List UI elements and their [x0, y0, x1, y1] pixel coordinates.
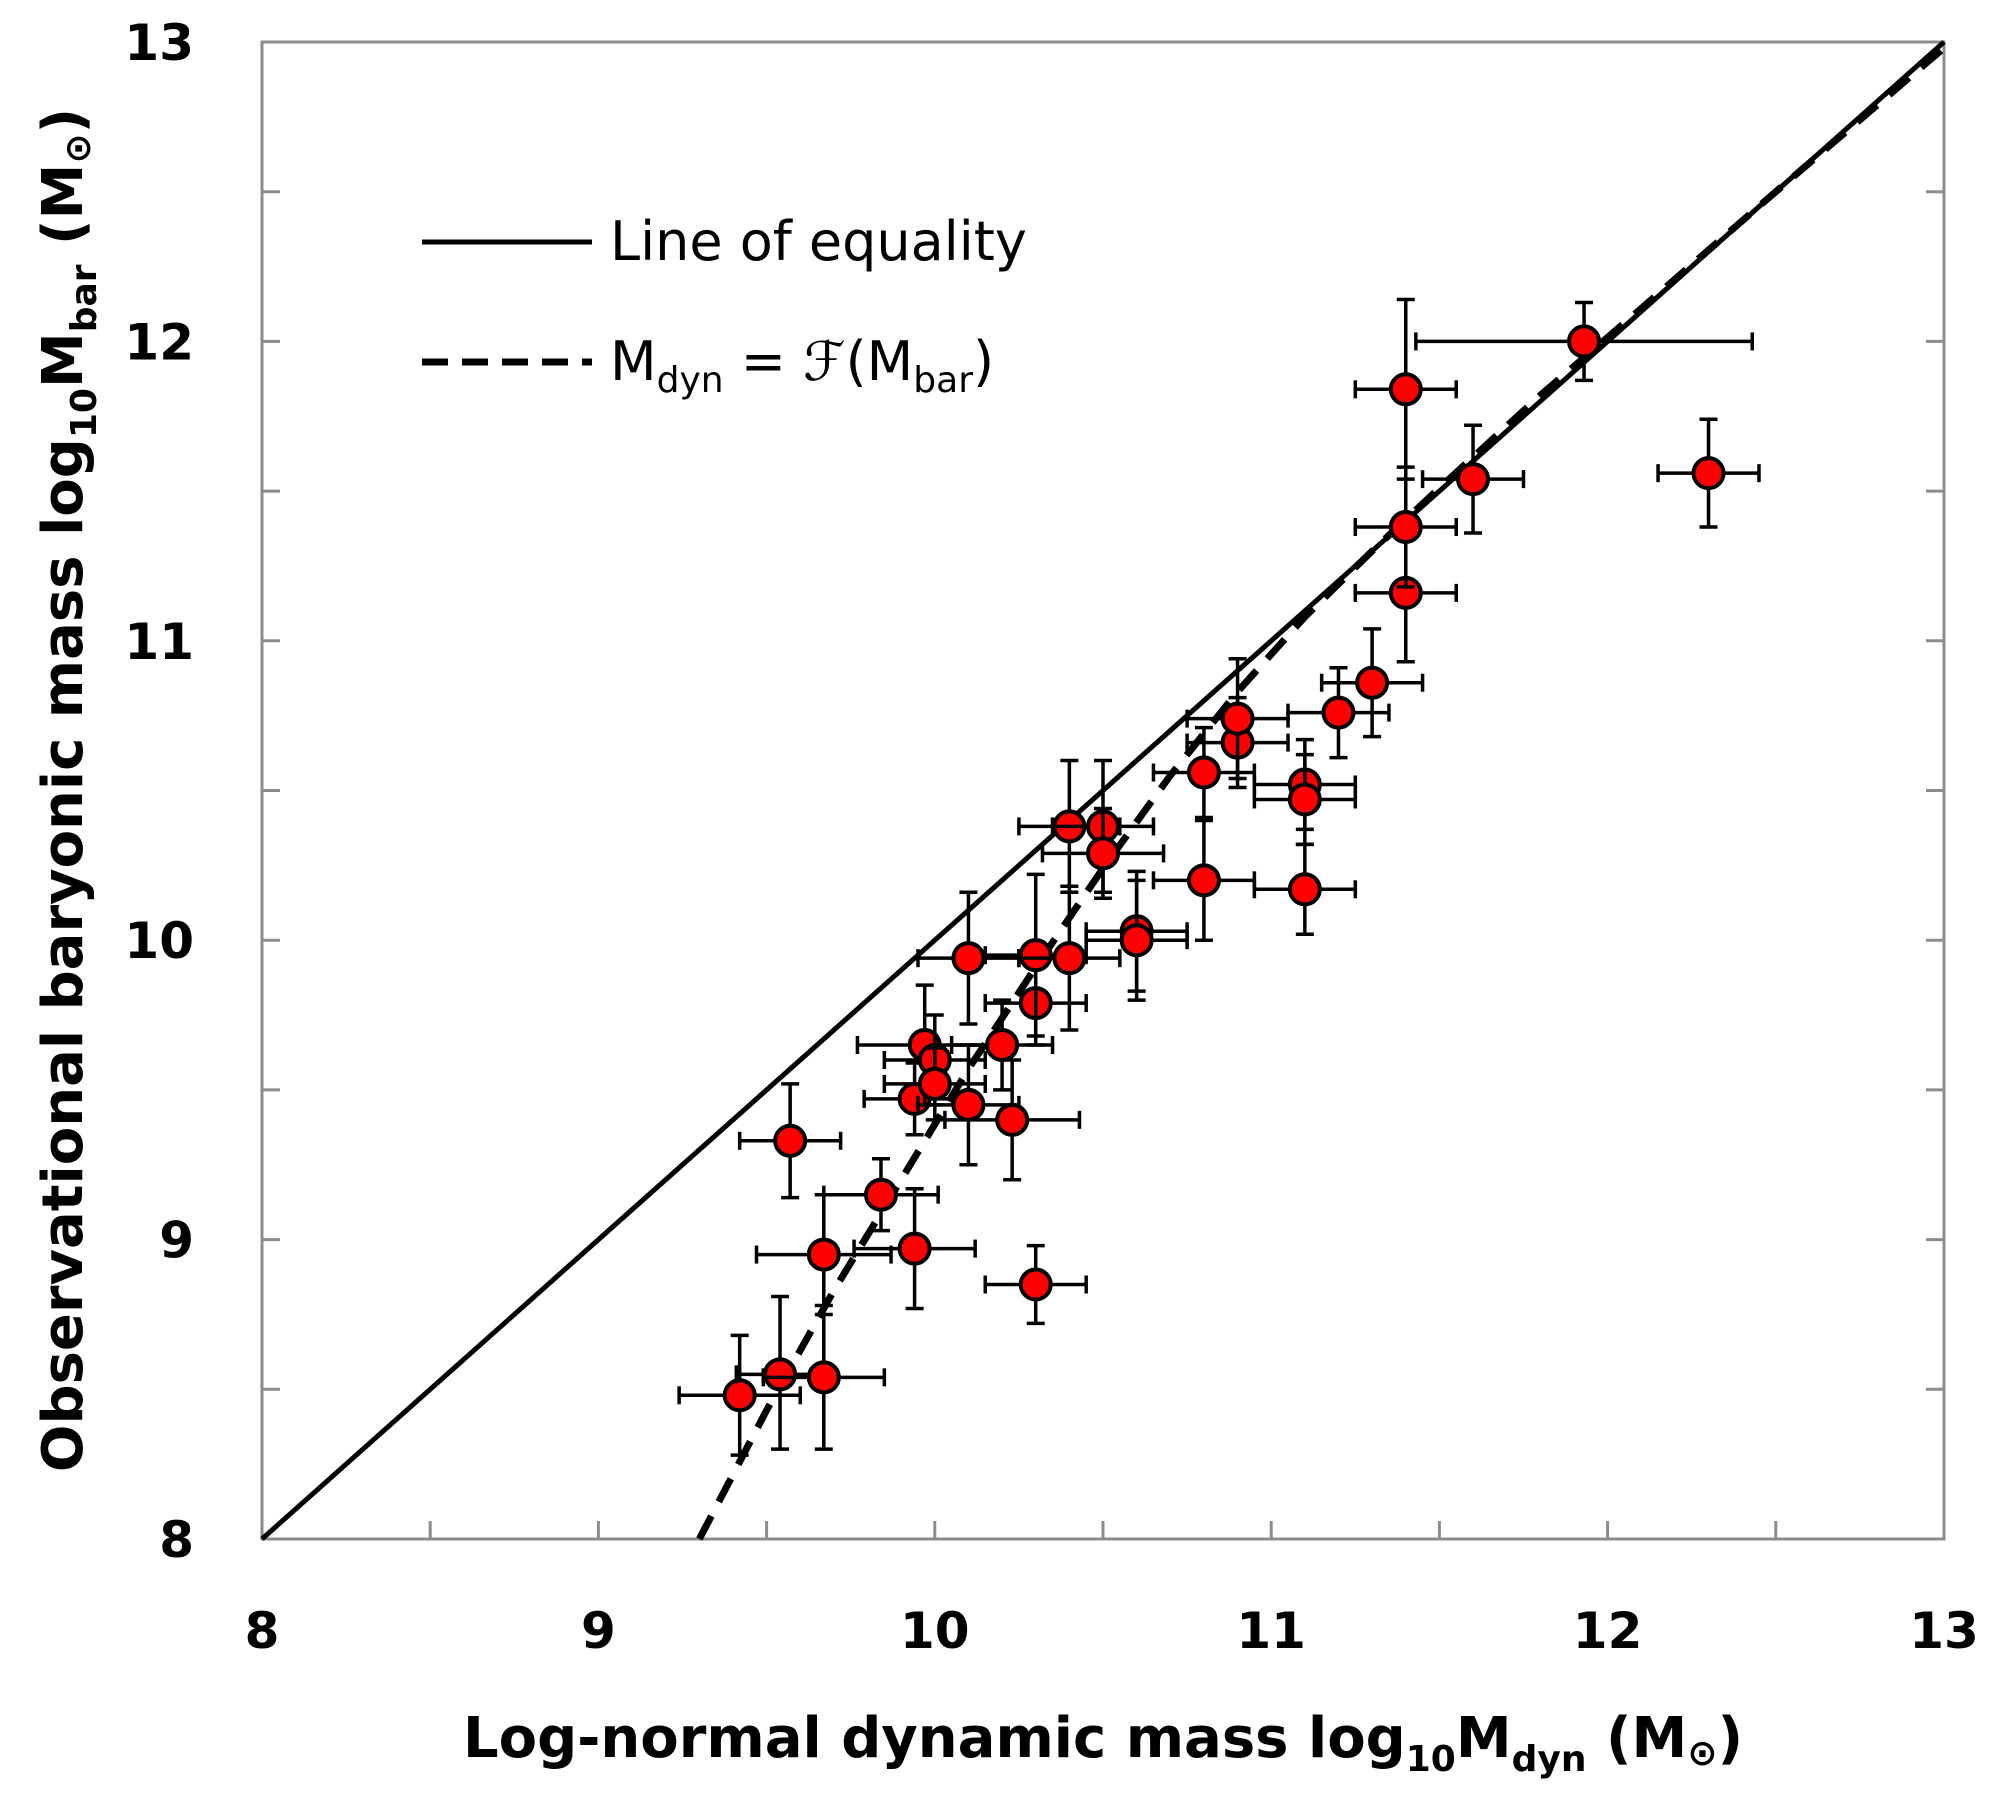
- data-marker: [1567, 324, 1602, 359]
- data-point: [1319, 627, 1425, 739]
- data-marker: [1287, 782, 1322, 817]
- data-marker: [1355, 665, 1390, 700]
- x-tick-label: 13: [1909, 1602, 1979, 1660]
- y-tick-label: 9: [159, 1212, 194, 1270]
- data-marker: [863, 1177, 898, 1212]
- x-tick-label: 10: [900, 1602, 970, 1660]
- y-tick-labels: 8 9 10 11 12 13: [124, 14, 194, 1569]
- data-point: [983, 1243, 1088, 1326]
- data-point: [737, 1082, 843, 1200]
- data-point: [916, 890, 1021, 1026]
- data-point: [1420, 423, 1526, 535]
- data-marker: [1691, 456, 1726, 491]
- x-tick-label: 8: [245, 1602, 280, 1660]
- data-marker: [897, 1231, 932, 1266]
- data-point: [1017, 884, 1122, 1032]
- data-marker: [1086, 836, 1120, 871]
- data-marker: [1018, 938, 1053, 973]
- data-points: [677, 297, 1761, 1457]
- data-point: [1151, 818, 1257, 942]
- data-marker: [1018, 1267, 1053, 1302]
- data-point: [1414, 300, 1755, 383]
- data-marker: [1287, 872, 1322, 907]
- data-point: [1084, 878, 1189, 1002]
- data-point: [1656, 417, 1761, 529]
- data-marker: [1388, 372, 1423, 407]
- data-point: [1252, 842, 1358, 936]
- data-marker: [1186, 755, 1221, 790]
- x-tick-label: 9: [581, 1602, 616, 1660]
- data-point: [983, 872, 1088, 1038]
- data-point: [852, 1186, 977, 1311]
- data-marker: [722, 1378, 757, 1413]
- data-marker: [985, 1027, 1020, 1062]
- x-tick-label: 12: [1573, 1602, 1643, 1660]
- data-marker: [773, 1123, 808, 1158]
- x-axis-title: Log-normal dynamic mass log10Mdyn (M⊙): [463, 1706, 1743, 1780]
- y-tick-label: 8: [159, 1511, 194, 1569]
- y-tick-marks: [262, 40, 1944, 1541]
- data-marker: [763, 1357, 798, 1392]
- data-point: [761, 1303, 887, 1451]
- data-point: [1185, 657, 1290, 781]
- x-tick-label: 11: [1236, 1602, 1306, 1660]
- data-marker: [1220, 701, 1255, 736]
- plot-area: [260, 40, 1947, 1541]
- data-point: [1040, 806, 1166, 901]
- data-point: [943, 1058, 1082, 1182]
- y-tick-label: 11: [124, 613, 194, 671]
- y-axis-title: Observational baryonic mass log10Mbar (M…: [31, 108, 105, 1472]
- data-marker: [806, 1237, 841, 1272]
- legend-equality-label: Line of equality: [610, 210, 1027, 273]
- data-marker: [917, 1066, 952, 1101]
- fit-curve: [696, 45, 1947, 1541]
- data-point: [822, 1157, 940, 1233]
- y-tick-label: 13: [124, 14, 194, 72]
- legend-fit-label: Mdyn = ℱ(Mbar): [610, 330, 994, 401]
- data-marker: [1052, 941, 1087, 976]
- data-point: [1353, 465, 1458, 589]
- data-marker: [1119, 923, 1154, 958]
- data-point: [1353, 297, 1458, 481]
- data-marker: [951, 1087, 986, 1122]
- data-marker: [995, 1102, 1030, 1137]
- data-point: [1286, 665, 1391, 760]
- y-tick-label: 12: [124, 313, 194, 371]
- x-tick-labels: 8 9 10 11 12 13: [245, 1602, 1979, 1660]
- data-marker: [1186, 863, 1221, 898]
- data-marker: [951, 941, 986, 976]
- data-marker: [1456, 462, 1491, 497]
- data-marker: [1388, 510, 1423, 545]
- legend: Line of equality Mdyn = ℱ(Mbar): [422, 210, 1027, 401]
- y-tick-label: 10: [124, 912, 194, 970]
- data-marker: [806, 1360, 841, 1395]
- data-marker: [1321, 695, 1356, 730]
